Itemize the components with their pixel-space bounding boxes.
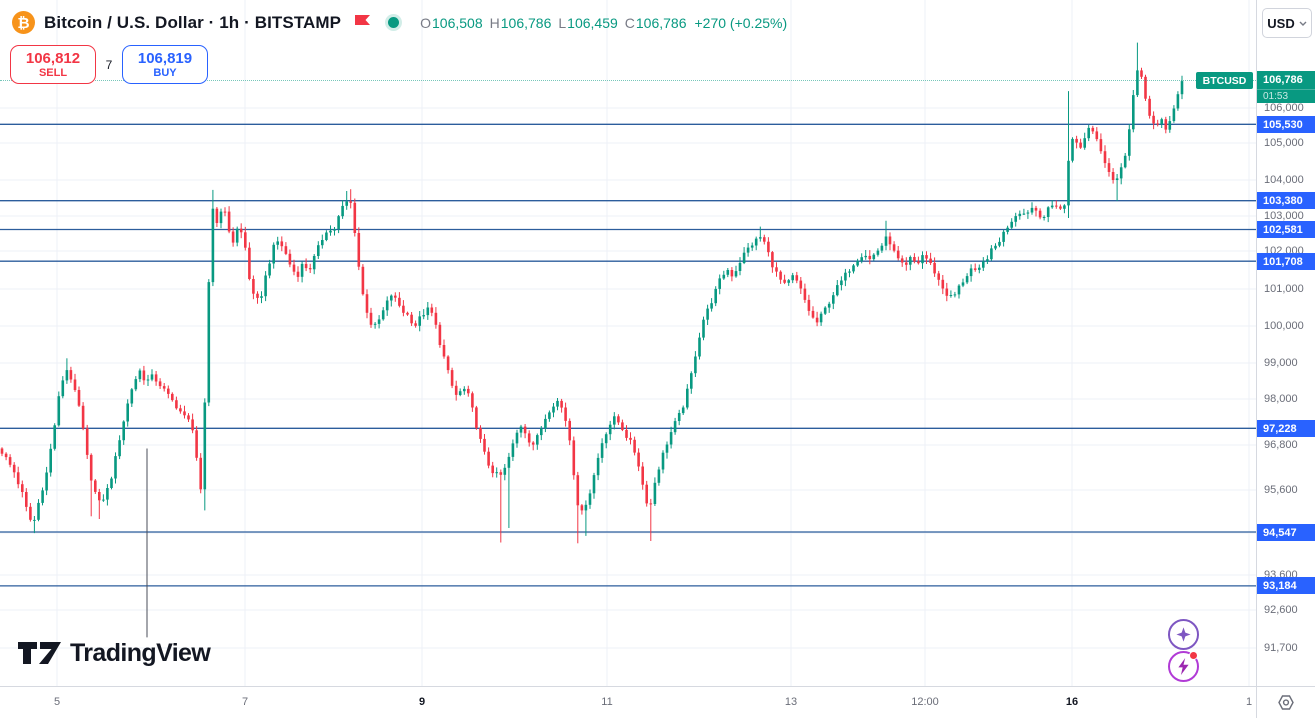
price-level-badge: 93,184 xyxy=(1257,577,1315,594)
price-axis-label: 100,000 xyxy=(1264,320,1304,332)
symbol-title[interactable]: Bitcoin / U.S. Dollar · 1h · BITSTAMP xyxy=(44,12,342,32)
sell-label: SELL xyxy=(38,66,68,79)
price-axis-label: 91,700 xyxy=(1264,642,1298,654)
price-axis-label: 92,600 xyxy=(1264,604,1298,616)
ohlc-item: +270 (+0.25%) xyxy=(694,14,788,31)
price-axis-label: 105,000 xyxy=(1264,137,1304,149)
buy-price: 106,819 xyxy=(137,49,193,67)
lightning-icon xyxy=(1178,658,1189,675)
current-price-line xyxy=(0,80,1256,81)
price-axis-label: 96,800 xyxy=(1264,439,1298,451)
time-axis-label: 5 xyxy=(53,696,61,708)
flag-icon[interactable] xyxy=(354,13,371,32)
time-axis-label: 1 xyxy=(1245,696,1253,708)
price-axis-label: 99,000 xyxy=(1264,357,1298,369)
price-level-badge: 94,547 xyxy=(1257,524,1315,541)
price-axis-label: 95,600 xyxy=(1264,484,1298,496)
currency-label: USD xyxy=(1267,15,1295,31)
sell-button[interactable]: 106,812 SELL xyxy=(10,45,96,84)
price-level-badge: 103,380 xyxy=(1257,192,1315,209)
price-line-symbol-badge: BTCUSD xyxy=(1196,72,1253,89)
price-level-badge: 97,228 xyxy=(1257,420,1315,437)
flash-fab-button[interactable] xyxy=(1168,651,1199,682)
chevron-down-icon xyxy=(1299,21,1307,26)
time-axis-label: 16 xyxy=(1065,696,1079,708)
price-axis-label: 98,000 xyxy=(1264,393,1298,405)
time-axis-label: 12:00 xyxy=(911,696,939,708)
spread-value: 7 xyxy=(105,57,113,72)
price-axis-label: 104,000 xyxy=(1264,174,1304,186)
bar-countdown: 01:53 xyxy=(1257,89,1315,103)
sparkle-icon xyxy=(1176,627,1191,642)
price-axis-label: 106,000 xyxy=(1264,102,1304,114)
tradingview-logo[interactable]: TradingView xyxy=(16,638,211,668)
price-level-badge: 105,530 xyxy=(1257,116,1315,133)
gear-icon xyxy=(1278,695,1294,710)
price-axis-label: 101,000 xyxy=(1264,283,1304,295)
chart-canvas[interactable]: BTCUSD xyxy=(0,0,1256,686)
price-level-badge: 101,708 xyxy=(1257,253,1315,270)
buy-button[interactable]: 106,819 BUY xyxy=(122,45,208,84)
tradingview-wordmark: TradingView xyxy=(70,638,211,667)
price-axis[interactable]: USD 106,786 01:53 106,000 105,000 104,000 1… xyxy=(1256,0,1315,686)
current-price-value: 106,786 xyxy=(1257,71,1315,89)
time-axis-label: 11 xyxy=(601,696,613,708)
bitcoin-icon: ₿ xyxy=(12,11,35,34)
time-axis-label: 13 xyxy=(784,696,798,708)
time-axis-label: 9 xyxy=(418,696,426,708)
axis-settings-button[interactable] xyxy=(1256,686,1315,718)
notification-dot xyxy=(1189,651,1198,660)
chart-legend: ₿ Bitcoin / U.S. Dollar · 1h · BITSTAMP … xyxy=(12,11,787,34)
order-panel: 106,812 SELL 7 106,819 BUY xyxy=(10,45,208,84)
ohlc-item: H 106,786 xyxy=(489,14,552,31)
tradingview-mark-icon xyxy=(18,642,61,664)
market-status-icon[interactable] xyxy=(388,17,400,28)
ohlc-item: C 106,786 xyxy=(624,14,687,31)
ohlc-item: O 106,508 xyxy=(420,14,483,31)
candlestick-chart[interactable] xyxy=(0,0,1256,686)
currency-dropdown[interactable]: USD xyxy=(1262,8,1312,38)
sell-price: 106,812 xyxy=(25,49,81,67)
ohlc-values: O 106,508 H 106,786 L 106,459 C 106,786 +270 (+0… xyxy=(420,15,787,31)
price-axis-label: 103,000 xyxy=(1264,210,1304,222)
buy-label: BUY xyxy=(153,66,177,79)
price-level-badge: 102,581 xyxy=(1257,221,1315,238)
time-axis[interactable]: 5 7 9 11 13 12:00 16 1 xyxy=(0,686,1256,718)
sparkle-fab-button[interactable] xyxy=(1168,619,1199,650)
ohlc-item: L 106,459 xyxy=(558,14,618,31)
current-price-badge: 106,786 01:53 xyxy=(1257,71,1315,103)
time-axis-label: 7 xyxy=(241,696,249,708)
